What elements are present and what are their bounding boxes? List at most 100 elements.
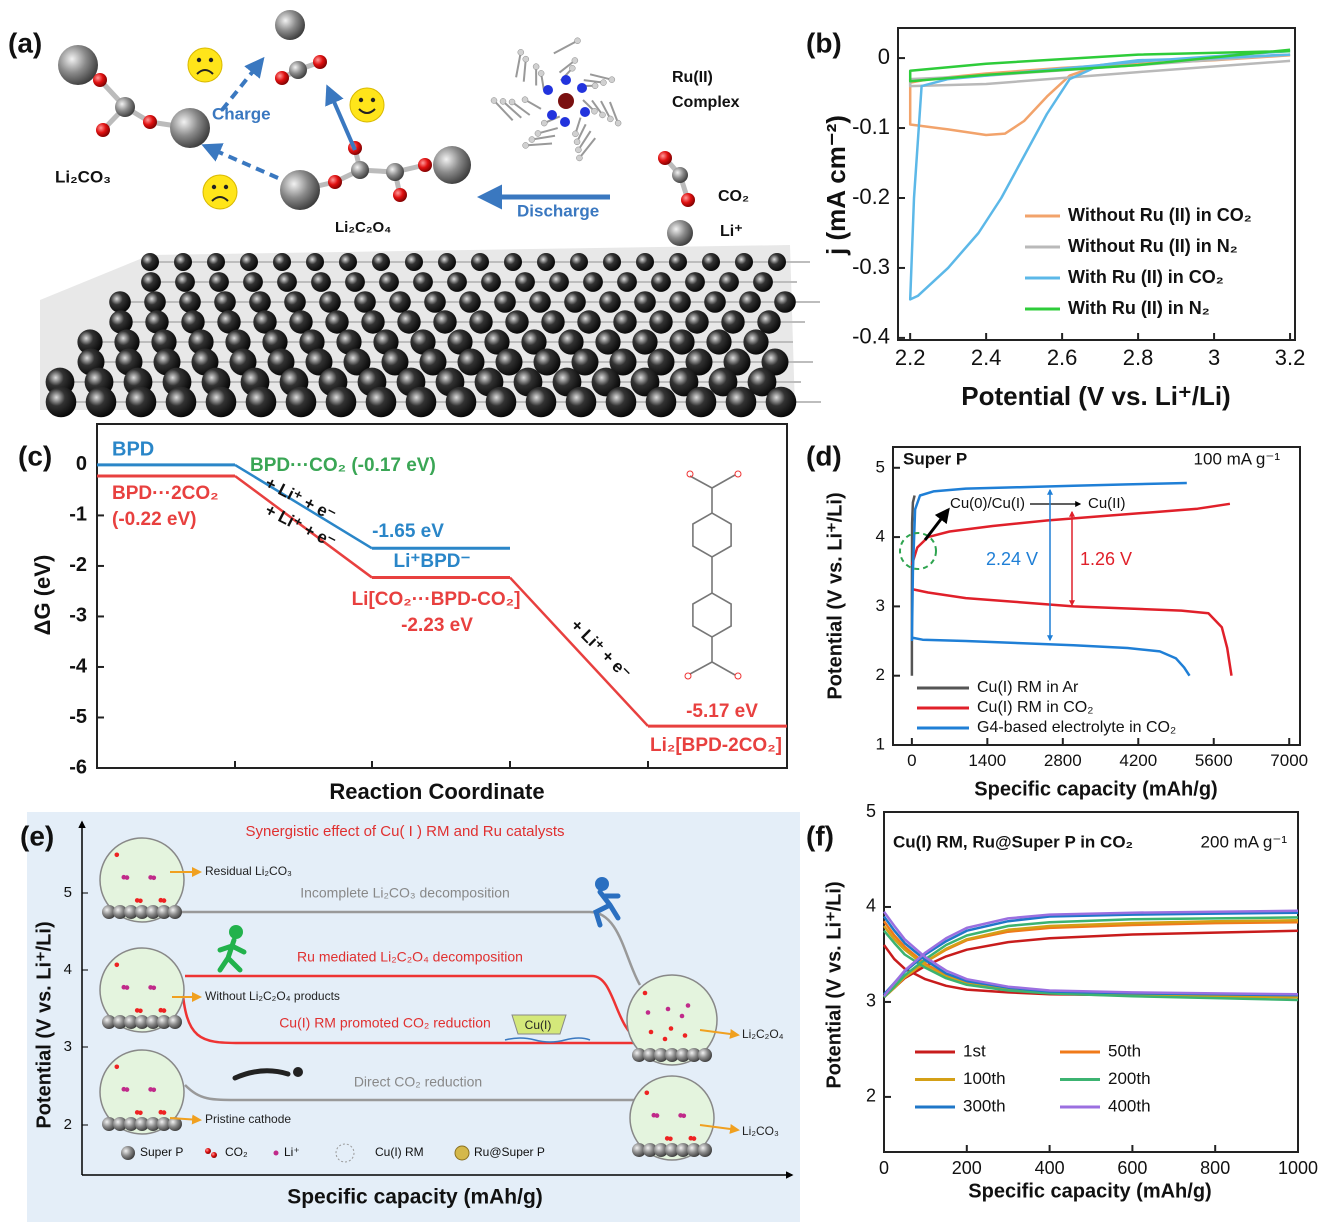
atom: [45, 386, 77, 418]
atom: [743, 329, 769, 355]
atom: [654, 1048, 668, 1062]
smiley-eye: [208, 57, 214, 63]
complex-bond: [583, 79, 604, 84]
swimmer: [232, 1068, 291, 1081]
legend-label: CO₂: [225, 1145, 248, 1159]
panel-e-label: Li₂C₂O₄: [742, 1027, 784, 1041]
swimmer-head: [293, 1067, 303, 1077]
atom: [495, 348, 523, 376]
legend-label: G4-based electrolyte in CO₂: [977, 719, 1176, 736]
atom: [651, 272, 671, 292]
atom: [109, 310, 133, 334]
atom: [768, 253, 786, 271]
atom: [85, 386, 117, 418]
panel-e-label: Pristine cathode: [205, 1112, 291, 1126]
schematic-curve: [180, 984, 640, 1045]
atom: [617, 272, 637, 292]
legend-label: Cu(I) RM in CO₂: [977, 699, 1093, 716]
atom: [205, 1148, 211, 1154]
atom: [433, 310, 457, 334]
atom: [571, 348, 599, 376]
atom: [632, 1143, 646, 1157]
panel-a-label: CO₂: [718, 188, 749, 205]
n-atom: [560, 117, 570, 127]
complex-atom: [574, 37, 581, 45]
y-axis-label: j (mA cm⁻²): [821, 115, 851, 256]
y-tick-label: 2: [64, 1116, 72, 1133]
particle: [114, 962, 120, 968]
smiley-mouth: [211, 196, 229, 202]
particle: [114, 852, 120, 858]
chart-title: Cu(I) RM, Ru@Super P in CO₂: [893, 832, 1133, 851]
atom: [698, 1048, 712, 1062]
y-tick-label: 5: [876, 457, 885, 476]
legend-label: Ru@Super P: [474, 1145, 545, 1159]
atom: [687, 1143, 701, 1157]
atom: [168, 1015, 182, 1029]
atom: [685, 310, 709, 334]
n-atom: [577, 83, 587, 93]
particle: [682, 1033, 688, 1038]
energy-connector: [234, 463, 373, 550]
y-tick-label: -3: [69, 605, 87, 627]
atom: [336, 329, 362, 355]
atom: [240, 253, 258, 271]
legend-label: 300th: [963, 1096, 1006, 1115]
panel-label: (c): [18, 440, 52, 471]
atom: [113, 1117, 127, 1131]
y-tick-label: -0.2: [852, 184, 890, 209]
o-atom: [684, 672, 692, 680]
complex-bond: [558, 59, 576, 74]
n-atom: [580, 107, 590, 117]
atom: [634, 291, 656, 313]
atom: [438, 253, 456, 271]
atom: [225, 329, 251, 355]
chart-subtitle: 100 mA g⁻¹: [1194, 449, 1281, 468]
atom: [613, 310, 637, 334]
atom: [146, 1015, 160, 1029]
atom: [381, 348, 409, 376]
atom: [609, 348, 637, 376]
series-line: [910, 481, 1191, 677]
panel-title: Synergistic effect of Cu( I ) RM and Ru …: [245, 823, 564, 840]
legend-label: 1st: [963, 1041, 986, 1060]
x-tick-label: 2.4: [971, 345, 1002, 370]
atom: [685, 272, 705, 292]
legend-label: Without Ru (II) in N₂: [1068, 236, 1238, 256]
complex-atom: [591, 82, 599, 90]
y-tick-label: 1: [876, 734, 885, 753]
pointer: [699, 1028, 740, 1039]
y-tick-label: 3: [866, 991, 876, 1011]
atom: [774, 291, 796, 313]
panel-a-label: Complex: [672, 94, 740, 111]
complex-atom: [508, 98, 516, 106]
atom: [135, 1117, 149, 1131]
complex-atom: [569, 65, 576, 72]
series-line: [883, 916, 1299, 1002]
panel-e-label: Li₂CO₃: [742, 1124, 779, 1138]
atom: [165, 386, 197, 418]
panel-label: (f): [806, 820, 834, 851]
atom: [313, 55, 327, 69]
smiley-eye: [196, 57, 202, 63]
particle: [685, 1003, 691, 1008]
complex-atom: [541, 119, 548, 127]
x-tick-label: 2.6: [1047, 345, 1078, 370]
annotation: BPD···2CO₂: [112, 483, 219, 504]
complex-bond: [589, 73, 613, 81]
atom: [102, 905, 116, 919]
atom: [135, 1015, 149, 1029]
atom: [558, 329, 584, 355]
panel-a-label: Li₂C₂O₄: [335, 219, 391, 236]
x-axis-label: Specific capacity (mAh/g): [287, 1186, 543, 1209]
panel-label: (a): [8, 27, 42, 58]
x-axis-label: Reaction Coordinate: [329, 779, 544, 804]
atom: [249, 291, 271, 313]
atom: [447, 272, 467, 292]
atom: [253, 310, 277, 334]
runner: [217, 937, 247, 973]
particle: [642, 990, 648, 996]
annotation: Li[CO₂···BPD-CO₂]: [352, 589, 521, 610]
particle: [148, 875, 153, 880]
